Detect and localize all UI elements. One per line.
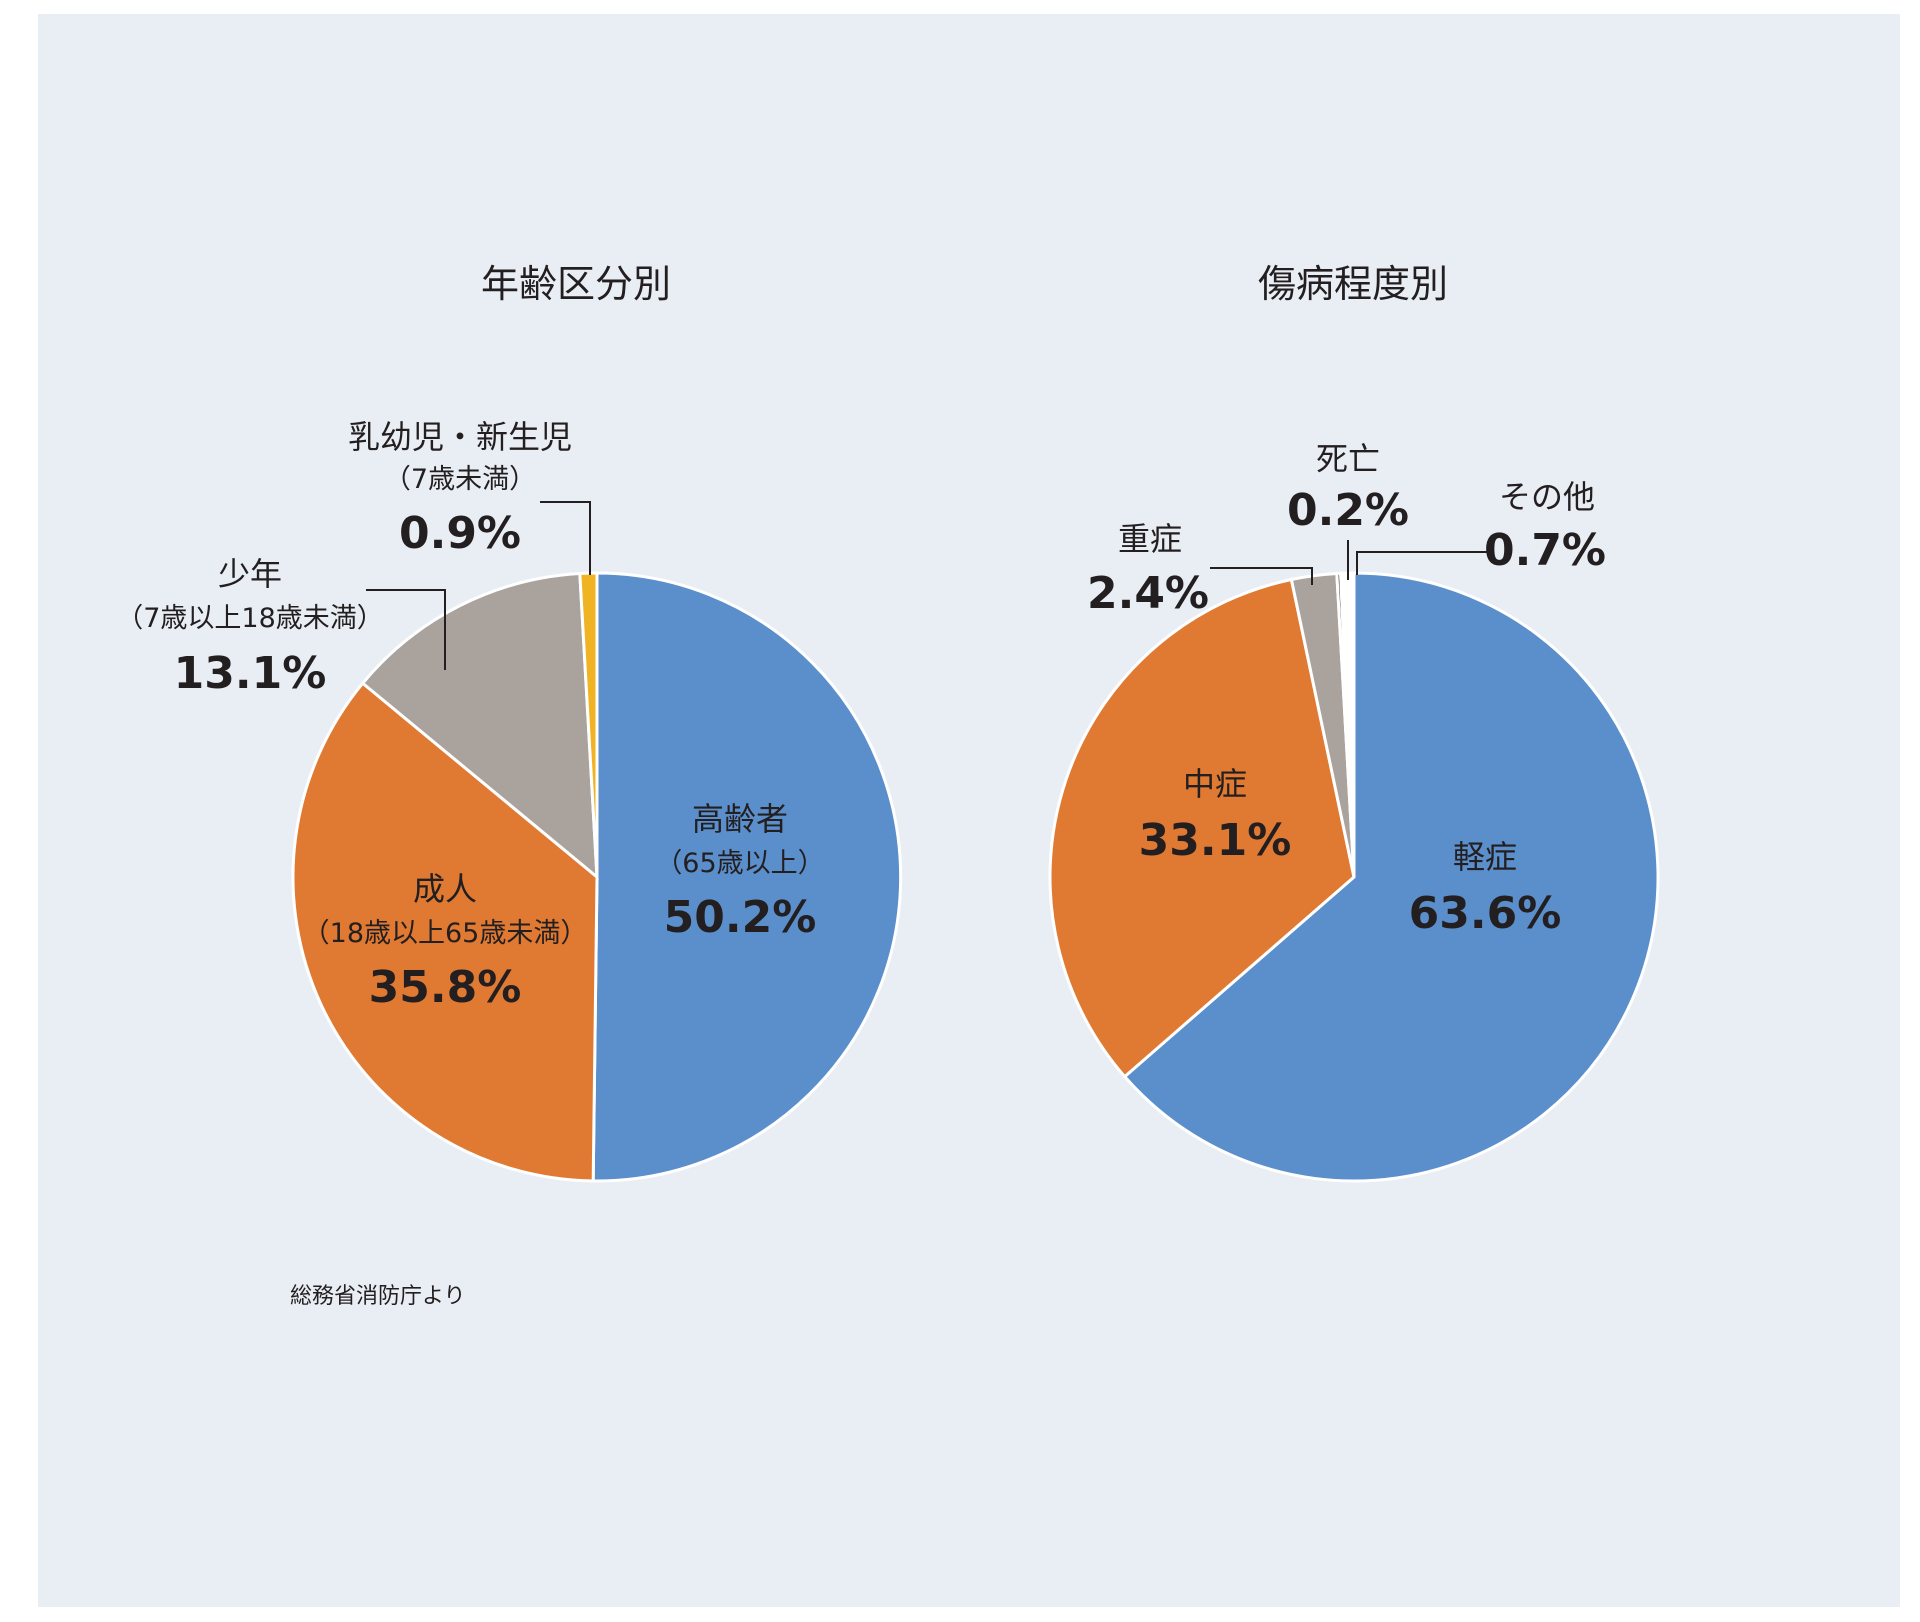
- slice-youth: [360, 571, 599, 881]
- source-note: 総務省消防庁より: [290, 1284, 466, 1309]
- leader-line-infant: [540, 501, 591, 575]
- slice-moderate: [1048, 577, 1356, 1079]
- slice-infant: [578, 571, 599, 878]
- label-pct-death: 0.2%: [1287, 485, 1409, 536]
- leader-line-other: [1356, 551, 1490, 575]
- slice-adult: [291, 681, 599, 1183]
- pie-chart-severity: [1048, 571, 1660, 1183]
- label-sub-elderly: （65歳以上）: [655, 848, 824, 879]
- label-sub-adult: （18歳以上65歳未満）: [303, 918, 588, 949]
- label-name-adult: 成人: [413, 870, 477, 908]
- chart-title-severity: 傷病程度別: [1258, 262, 1448, 306]
- label-sub-youth: （7歳以上18歳未満）: [116, 603, 384, 634]
- label-name-infant: 乳幼児・新生児: [348, 418, 572, 456]
- label-name-youth: 少年: [218, 555, 282, 593]
- label-name-moderate: 中症: [1183, 765, 1247, 803]
- chart-title-age: 年齢区分別: [481, 262, 671, 306]
- label-pct-severe: 2.4%: [1087, 568, 1209, 619]
- label-pct-youth: 13.1%: [174, 648, 327, 699]
- slice-elderly: [591, 571, 903, 1183]
- label-pct-moderate: 33.1%: [1139, 815, 1292, 866]
- label-pct-adult: 35.8%: [369, 962, 522, 1013]
- label-name-elderly: 高齢者: [692, 800, 788, 838]
- label-name-death: 死亡: [1316, 440, 1380, 478]
- label-name-severe: 重症: [1118, 520, 1182, 558]
- leader-line-youth: [366, 589, 446, 670]
- label-pct-infant: 0.9%: [399, 508, 521, 559]
- pie-chart-age: [291, 571, 903, 1183]
- label-sub-infant: （7歳未満）: [384, 464, 536, 495]
- label-pct-mild: 63.6%: [1409, 888, 1562, 939]
- slice-mild: [1122, 571, 1660, 1183]
- label-name-other: その他: [1499, 478, 1595, 516]
- label-pct-other: 0.7%: [1484, 525, 1606, 576]
- label-name-mild: 軽症: [1453, 838, 1517, 876]
- label-pct-elderly: 50.2%: [664, 892, 817, 943]
- leader-line-severe: [1210, 567, 1313, 585]
